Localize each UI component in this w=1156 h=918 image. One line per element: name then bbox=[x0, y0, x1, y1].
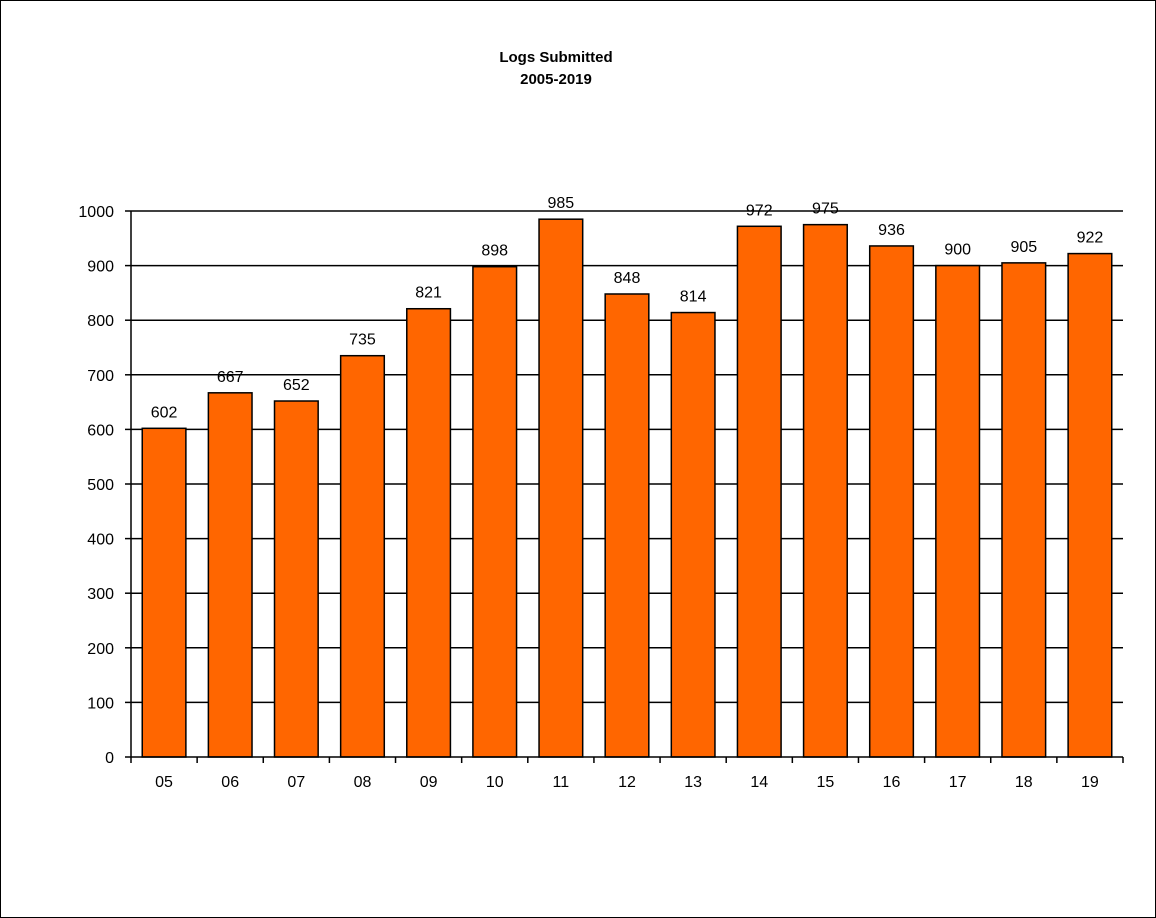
bar bbox=[1001, 262, 1047, 758]
x-tick-label: 05 bbox=[155, 774, 173, 791]
y-tick-label: 500 bbox=[87, 477, 114, 494]
y-tick-label: 0 bbox=[105, 750, 114, 767]
bar bbox=[406, 307, 452, 758]
x-tick-label: 16 bbox=[883, 774, 901, 791]
data-label: 652 bbox=[283, 377, 310, 394]
bars bbox=[141, 218, 1113, 758]
bar bbox=[1067, 252, 1113, 758]
bar bbox=[538, 218, 584, 758]
bar bbox=[670, 311, 716, 758]
y-tick-label: 400 bbox=[87, 532, 114, 549]
bar bbox=[339, 354, 386, 758]
x-tick-label: 11 bbox=[553, 774, 570, 791]
x-tick-label: 17 bbox=[949, 774, 967, 791]
y-tick-label: 700 bbox=[87, 368, 114, 385]
bar bbox=[802, 223, 848, 758]
y-tick-label: 800 bbox=[87, 313, 114, 330]
bar bbox=[207, 392, 253, 758]
bar bbox=[472, 265, 518, 758]
x-tick-label: 06 bbox=[221, 774, 239, 791]
data-label: 898 bbox=[481, 243, 508, 260]
data-label: 936 bbox=[878, 222, 905, 239]
data-label: 602 bbox=[151, 404, 178, 421]
y-tick-label: 300 bbox=[87, 586, 114, 603]
x-tick-label: 18 bbox=[1015, 774, 1033, 791]
x-tick-label: 07 bbox=[287, 774, 305, 791]
data-label: 821 bbox=[415, 285, 442, 302]
bar bbox=[935, 264, 981, 758]
x-tick-label: 12 bbox=[618, 774, 636, 791]
y-tick-label: 200 bbox=[87, 641, 114, 658]
data-label: 975 bbox=[812, 201, 839, 218]
bar bbox=[604, 293, 650, 758]
x-tick-label: 14 bbox=[750, 774, 768, 791]
bar bbox=[273, 400, 319, 758]
y-tick-label: 900 bbox=[87, 259, 114, 276]
bar bbox=[141, 427, 187, 758]
y-tick-label: 600 bbox=[87, 422, 114, 439]
data-label: 900 bbox=[944, 242, 971, 259]
data-label: 905 bbox=[1010, 239, 1037, 256]
y-tick-label: 1000 bbox=[78, 204, 114, 221]
chart-title: Logs Submitted bbox=[499, 49, 612, 66]
data-label: 667 bbox=[217, 369, 244, 386]
data-label: 985 bbox=[548, 195, 575, 212]
bar bbox=[736, 225, 782, 758]
chart-subtitle: 2005-2019 bbox=[520, 71, 592, 88]
x-tick-label: 19 bbox=[1081, 774, 1099, 791]
data-label: 848 bbox=[614, 270, 641, 287]
data-label: 972 bbox=[746, 202, 773, 219]
x-axis: 05 06 07 08 09 10 11 12 13 14 15 16 17 18 19 bbox=[130, 756, 1124, 791]
x-tick-label: 13 bbox=[684, 774, 702, 791]
x-tick-label: 09 bbox=[420, 774, 438, 791]
data-label: 814 bbox=[680, 289, 707, 306]
x-tick-label: 15 bbox=[817, 774, 835, 791]
x-tick-label: 10 bbox=[486, 774, 504, 791]
y-tick-label: 100 bbox=[87, 695, 114, 712]
data-label: 922 bbox=[1077, 230, 1104, 247]
data-labels: 602 667 652 735 821 898 985 848 814 972 975 936 900 9… bbox=[151, 195, 1104, 421]
y-axis: 0 100 200 300 400 500 600 700 800 900 1000 bbox=[78, 204, 132, 767]
bar bbox=[868, 245, 915, 758]
x-tick-label: 08 bbox=[354, 774, 372, 791]
data-label: 735 bbox=[349, 332, 376, 349]
